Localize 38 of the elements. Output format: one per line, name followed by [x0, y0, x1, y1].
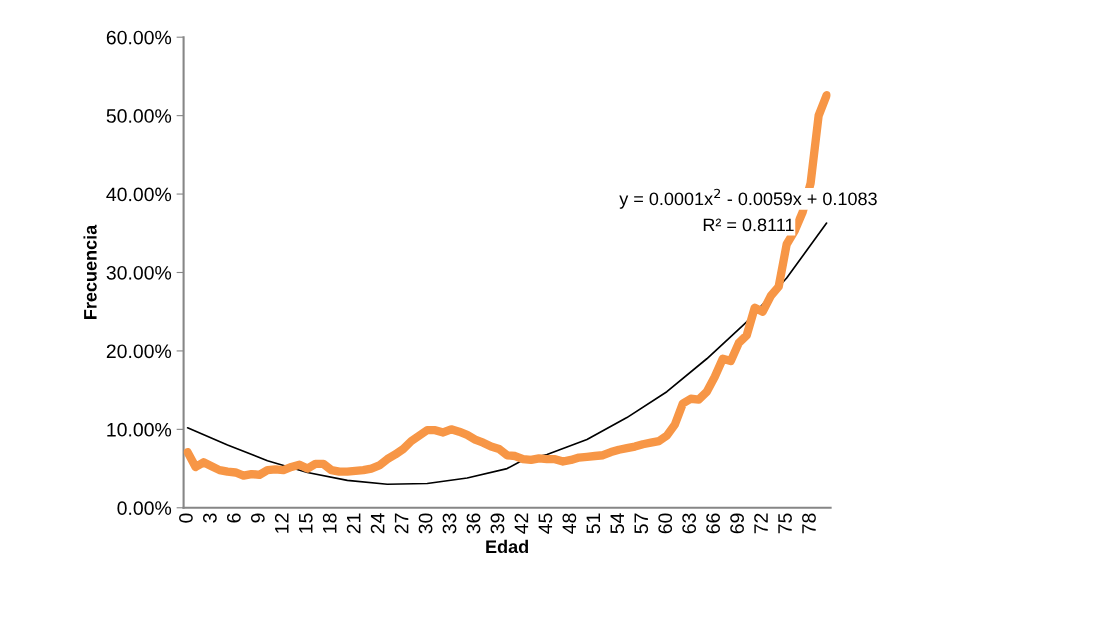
x-tick-label: 69 — [730, 513, 744, 534]
x-tick-label: 6 — [226, 513, 241, 523]
x-tick-label: 63 — [682, 513, 697, 534]
x-tick-label: 24 — [370, 513, 385, 534]
x-tick-label: 54 — [610, 513, 625, 534]
y-tick-label: 30.00% — [106, 265, 172, 280]
x-tick-label: 3 — [203, 513, 217, 523]
y-tick-label: 0.00% — [117, 501, 172, 516]
x-tick-label: 39 — [490, 513, 505, 534]
x-tick-label: 51 — [586, 513, 601, 534]
x-tick-label: 21 — [346, 513, 361, 534]
x-tick-label: 78 — [802, 513, 816, 534]
x-tick-label: 30 — [418, 513, 433, 534]
x-tick-label: 27 — [394, 513, 409, 534]
x-tick-label: 12 — [274, 513, 289, 533]
annotation: y = 0.0001x$^{2}$ - 0.0059x + 0.1083 — [619, 188, 877, 209]
y-tick-label: 50.00% — [106, 109, 172, 123]
y-axis-title: Frecuencia — [83, 224, 97, 319]
annotation: R² = 0.8111 — [703, 218, 794, 232]
x-tick-label: 72 — [754, 513, 768, 534]
x-tick-label: 33 — [442, 513, 457, 534]
x-tick-label: 48 — [562, 513, 577, 534]
x-tick-label: 57 — [634, 513, 649, 534]
x-tick-label: 15 — [299, 513, 313, 533]
x-tick-label: 60 — [658, 513, 673, 534]
y-tick-label: 40.00% — [106, 187, 172, 202]
x-tick-label: 0 — [179, 513, 193, 523]
x-tick-label: 66 — [706, 513, 720, 534]
y-tick-label: 10.00% — [107, 422, 172, 437]
x-tick-label: 36 — [466, 513, 481, 534]
x-tick-label: 45 — [538, 513, 553, 534]
x-tick-label: 75 — [778, 513, 792, 534]
x-tick-label: 9 — [250, 513, 265, 523]
y-tick-label: 60.00% — [106, 30, 172, 45]
x-tick-label: 42 — [514, 513, 529, 534]
y-tick-label: 20.00% — [106, 344, 172, 359]
x-axis-title: Edad — [486, 539, 528, 554]
x-tick-label: 18 — [322, 513, 337, 533]
